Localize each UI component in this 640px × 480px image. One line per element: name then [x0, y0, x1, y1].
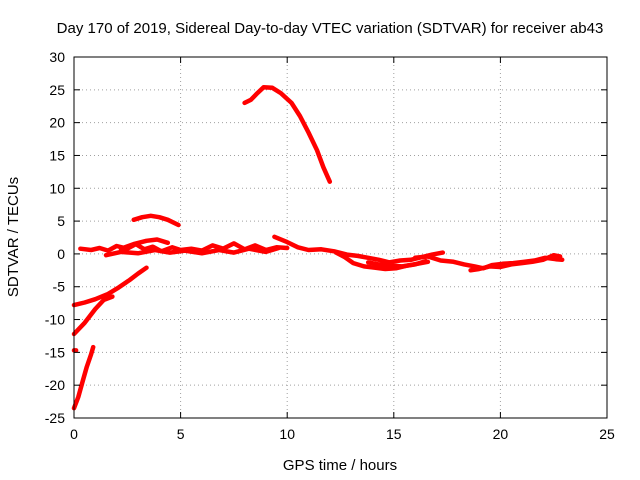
tick-layer: 0 5 10 15 20 25 -25 -20 -15 -10 -5 0 5 10 15 20 25 30	[45, 49, 615, 442]
x-axis-label: GPS time / hours	[283, 457, 397, 474]
series-line-dip-band-2	[365, 258, 429, 269]
series-line-arc-rise	[118, 237, 171, 251]
x-tick-label: 0	[70, 426, 78, 442]
series-layer	[71, 84, 565, 411]
plot-frame	[73, 56, 608, 419]
x-tick-label: 5	[177, 426, 185, 442]
y-tick-label: -15	[45, 344, 65, 360]
y-axis-label: SDTVAR / TECUs	[5, 177, 22, 297]
y-tick-label: 20	[49, 115, 65, 131]
series-line-bottom-left	[71, 344, 96, 411]
series-line-steep-left	[71, 294, 115, 337]
series-line-arc-high	[242, 84, 333, 184]
y-tick-label: -5	[53, 279, 66, 295]
series-line-arc-mid	[131, 213, 181, 228]
x-tick-label: 25	[599, 426, 615, 442]
chart-title: Day 170 of 2019, Sidereal Day-to-day VTE…	[57, 20, 604, 37]
x-tick-label: 15	[386, 426, 402, 442]
x-tick-label: 10	[279, 426, 295, 442]
grid-layer	[74, 57, 607, 418]
y-tick-label: -20	[45, 377, 65, 393]
y-tick-label: 30	[49, 49, 65, 65]
y-tick-label: 25	[49, 82, 65, 98]
y-tick-label: -25	[45, 410, 65, 426]
series-line-main-band-b	[103, 245, 281, 258]
x-tick-label: 20	[493, 426, 509, 442]
y-tick-label: 10	[49, 180, 65, 196]
y-tick-label: 5	[57, 213, 65, 229]
series-line-tail-band-2	[468, 252, 563, 273]
y-tick-label: 0	[57, 246, 65, 262]
y-tick-label: -10	[45, 312, 65, 328]
series-line-rising-left	[71, 265, 149, 308]
y-tick-label: 15	[49, 147, 65, 163]
